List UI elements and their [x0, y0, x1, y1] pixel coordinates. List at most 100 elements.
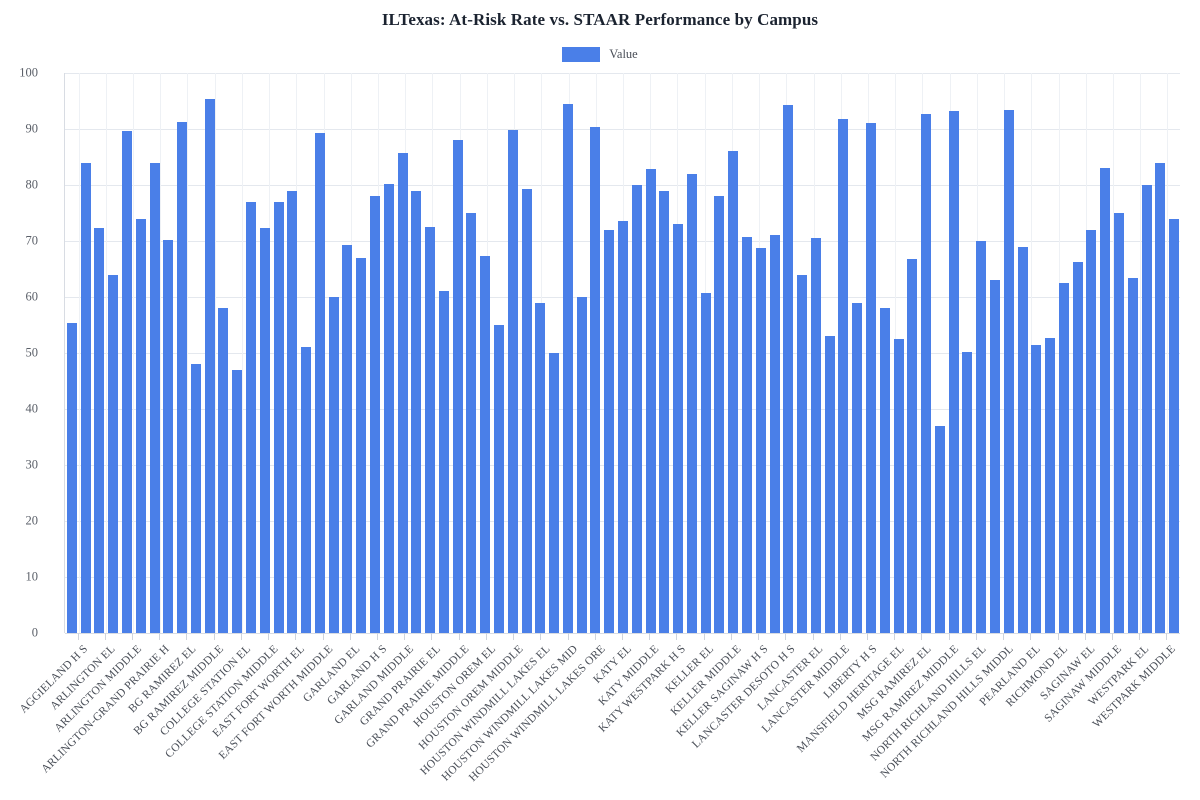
bar[interactable]	[742, 237, 752, 633]
bar[interactable]	[204, 99, 215, 633]
bar[interactable]	[990, 280, 1000, 633]
bar[interactable]	[94, 228, 105, 633]
x-tick	[1166, 633, 1168, 640]
bar[interactable]	[686, 173, 697, 633]
bar[interactable]	[507, 130, 518, 633]
bar[interactable]	[328, 297, 339, 633]
bar[interactable]	[618, 221, 628, 633]
x-tick	[322, 633, 324, 640]
bar[interactable]	[1017, 246, 1028, 633]
bar[interactable]	[135, 218, 146, 633]
bar[interactable]	[700, 293, 711, 633]
y-tick-label-100: 100	[19, 65, 38, 80]
bar[interactable]	[562, 103, 573, 633]
bar[interactable]	[948, 110, 959, 633]
bar[interactable]	[755, 247, 766, 633]
bar[interactable]	[149, 162, 160, 633]
bar[interactable]	[301, 347, 312, 633]
bar[interactable]	[397, 153, 408, 633]
gridline-x	[241, 73, 243, 633]
bar[interactable]	[1155, 162, 1166, 633]
bar[interactable]	[411, 190, 422, 633]
bar[interactable]	[287, 190, 298, 633]
bar[interactable]	[852, 302, 863, 633]
bar[interactable]	[783, 105, 794, 633]
bar[interactable]	[1086, 229, 1097, 633]
bar[interactable]	[824, 336, 835, 633]
bar[interactable]	[1003, 109, 1014, 633]
bar[interactable]	[246, 201, 256, 633]
bar[interactable]	[218, 308, 229, 633]
bar[interactable]	[645, 169, 656, 633]
gridline-x	[160, 73, 162, 633]
bar[interactable]	[797, 274, 808, 633]
bar[interactable]	[480, 256, 491, 633]
bar[interactable]	[521, 189, 532, 633]
y-tick-label-70: 70	[25, 233, 39, 248]
bar[interactable]	[866, 122, 876, 633]
bar[interactable]	[673, 224, 684, 633]
bar[interactable]	[976, 241, 987, 633]
bar[interactable]	[769, 234, 780, 633]
bar[interactable]	[66, 323, 77, 633]
bar[interactable]	[177, 121, 188, 633]
bar[interactable]	[108, 274, 119, 633]
legend-item-value[interactable]: Value	[562, 47, 638, 62]
bar[interactable]	[893, 339, 904, 633]
bar[interactable]	[631, 185, 642, 633]
bar[interactable]	[907, 258, 918, 633]
bar[interactable]	[838, 118, 849, 633]
bar[interactable]	[1100, 168, 1111, 633]
bar[interactable]	[342, 244, 353, 633]
bar[interactable]	[714, 196, 725, 633]
gridline-x	[1167, 73, 1169, 633]
gridline-x	[105, 73, 107, 633]
bar[interactable]	[438, 291, 449, 633]
x-tick	[240, 633, 242, 640]
bar[interactable]	[1169, 218, 1180, 633]
bar[interactable]	[576, 297, 587, 633]
bar[interactable]	[604, 229, 615, 633]
bar[interactable]	[232, 369, 243, 633]
bar[interactable]	[810, 238, 821, 633]
bar[interactable]	[659, 190, 670, 633]
bar[interactable]	[1127, 277, 1138, 633]
bar[interactable]	[1031, 344, 1042, 633]
bar[interactable]	[452, 139, 463, 633]
bar[interactable]	[728, 151, 739, 633]
x-tick	[1139, 633, 1141, 640]
bar[interactable]	[190, 364, 201, 633]
bar[interactable]	[962, 351, 973, 633]
bar[interactable]	[879, 308, 890, 633]
bar[interactable]	[314, 133, 325, 633]
bar[interactable]	[80, 162, 91, 633]
bar[interactable]	[1058, 283, 1069, 633]
bar[interactable]	[122, 131, 132, 633]
bar[interactable]	[549, 353, 560, 633]
x-tick	[1084, 633, 1086, 640]
bar[interactable]	[370, 196, 380, 633]
chart-legend: Value	[0, 47, 1200, 62]
x-tick	[594, 633, 596, 640]
bar[interactable]	[466, 213, 477, 633]
bar[interactable]	[425, 227, 436, 633]
bar[interactable]	[921, 113, 932, 633]
bar[interactable]	[1114, 213, 1124, 633]
bar[interactable]	[273, 201, 284, 633]
bar[interactable]	[590, 127, 601, 633]
bar[interactable]	[934, 425, 945, 633]
bar[interactable]	[259, 227, 270, 633]
bar[interactable]	[535, 302, 546, 633]
bar[interactable]	[1141, 185, 1152, 633]
x-tick	[812, 633, 814, 640]
bar[interactable]	[356, 257, 367, 633]
bar[interactable]	[1072, 261, 1083, 633]
gridline-x	[1140, 73, 1142, 633]
y-tick-label-20: 20	[25, 513, 39, 528]
bar[interactable]	[163, 239, 174, 633]
gridline-x	[1085, 73, 1087, 633]
bar[interactable]	[1045, 338, 1056, 633]
bar[interactable]	[383, 183, 394, 633]
x-tick	[975, 633, 977, 640]
bar[interactable]	[494, 325, 504, 633]
